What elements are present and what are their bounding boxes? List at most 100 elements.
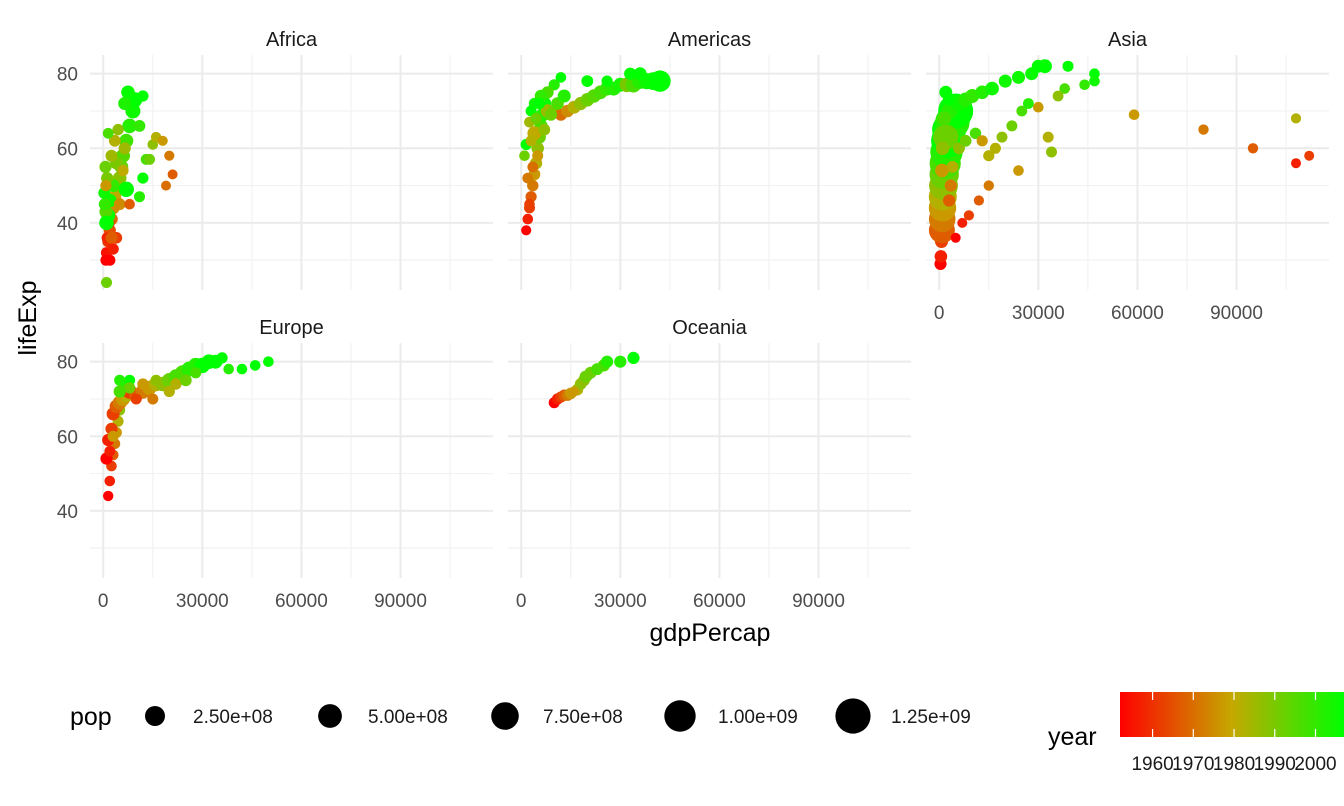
size-legend: pop 2.50e+08 5.00e+08 7.50e+08 1.00e+09 1.25… [70, 698, 971, 734]
size-legend-key [491, 702, 519, 730]
data-point [649, 70, 671, 92]
data-point [996, 131, 1008, 143]
data-point [170, 378, 182, 390]
data-point [1128, 109, 1140, 120]
size-legend-title: pop [70, 703, 112, 731]
data-point [532, 150, 544, 162]
grid-africa [90, 55, 493, 290]
size-legend-label: 2.50e+08 [193, 707, 273, 728]
data-point [123, 382, 136, 394]
data-point [976, 135, 988, 147]
data-point [137, 378, 149, 390]
size-legend-key [664, 700, 696, 732]
data-point [983, 180, 994, 191]
y-tick-label: 80 [57, 65, 78, 86]
data-point [581, 75, 594, 87]
facet-strip-oceania: Oceania [672, 317, 747, 339]
data-point [557, 89, 571, 103]
data-point [1016, 105, 1028, 117]
data-point [114, 374, 126, 386]
data-point [1059, 83, 1070, 94]
data-point [522, 213, 534, 225]
data-point [118, 181, 134, 197]
data-point [1042, 131, 1054, 143]
x-tick-label: 0 [934, 303, 945, 324]
size-legend-label: 1.25e+09 [891, 707, 971, 728]
data-point [937, 111, 952, 126]
data-point [555, 72, 567, 83]
data-point [525, 135, 537, 147]
data-point [137, 90, 149, 102]
data-point [939, 85, 953, 99]
x-axis-title: gdpPercap [650, 619, 771, 647]
data-point [167, 169, 178, 180]
data-point [1079, 79, 1090, 91]
grid-oceania [508, 343, 911, 578]
points-americas [519, 67, 671, 236]
data-point [99, 215, 114, 231]
data-point [935, 163, 949, 178]
data-point [1023, 98, 1034, 109]
data-point [99, 160, 112, 173]
data-point [105, 231, 118, 244]
facet-strip-americas: Americas [668, 29, 751, 51]
x-tick-label: 30000 [1012, 303, 1065, 324]
data-point [147, 393, 159, 405]
data-point [519, 150, 530, 161]
data-point [118, 142, 131, 155]
data-point [973, 195, 985, 206]
color-legend-label: 1970 [1172, 754, 1214, 775]
points-europe [100, 352, 274, 502]
data-point [144, 153, 155, 165]
data-point [524, 198, 535, 210]
points-africa [98, 85, 178, 288]
x-tick-label: 0 [98, 591, 109, 612]
facet-strip-asia: Asia [1108, 29, 1148, 51]
data-point [624, 67, 637, 80]
data-point [1247, 143, 1259, 154]
data-point [105, 149, 118, 162]
data-point [122, 118, 137, 134]
color-legend-label: 1980 [1213, 754, 1255, 775]
data-point [163, 385, 175, 398]
data-point [216, 352, 228, 364]
size-legend-label: 5.00e+08 [368, 707, 448, 728]
size-legend-label: 7.50e+08 [543, 707, 623, 728]
color-legend-label: 1990 [1254, 754, 1296, 775]
data-point [133, 120, 146, 132]
data-point [137, 172, 149, 184]
facet-panel-oceania: Oceania 0 30000 60000 90000 [508, 317, 911, 612]
data-point [1033, 101, 1044, 113]
data-point [134, 191, 145, 203]
data-point [1013, 165, 1024, 176]
x-tick-label: 0 [516, 591, 527, 612]
data-point [538, 123, 551, 136]
data-point [103, 490, 114, 502]
size-legend-key [318, 704, 342, 728]
y-tick-label: 40 [57, 214, 78, 235]
data-point [582, 371, 593, 382]
x-tick-label: 60000 [275, 591, 328, 612]
y-axis-title: lifeExp [14, 280, 42, 355]
data-point [544, 108, 558, 121]
points-oceania [548, 351, 640, 409]
data-point [107, 430, 119, 442]
data-point [113, 385, 126, 398]
facet-panel-africa: Africa 40 60 80 [57, 29, 493, 290]
x-tick-label: 90000 [792, 591, 845, 612]
data-point [112, 123, 124, 136]
color-legend-colorbar [1120, 692, 1344, 737]
facet-panel-europe: Europe 40 60 80 0 30000 60000 90000 [57, 317, 493, 612]
data-point [963, 210, 975, 221]
facet-strip-europe: Europe [259, 317, 324, 339]
data-point [950, 232, 961, 243]
data-point [101, 277, 112, 288]
data-point [998, 74, 1012, 88]
color-legend-title: year [1048, 723, 1097, 751]
x-tick-label: 60000 [693, 591, 746, 612]
data-point [108, 134, 121, 147]
data-point [104, 254, 116, 266]
size-legend-key [145, 706, 165, 726]
data-point [533, 97, 546, 110]
